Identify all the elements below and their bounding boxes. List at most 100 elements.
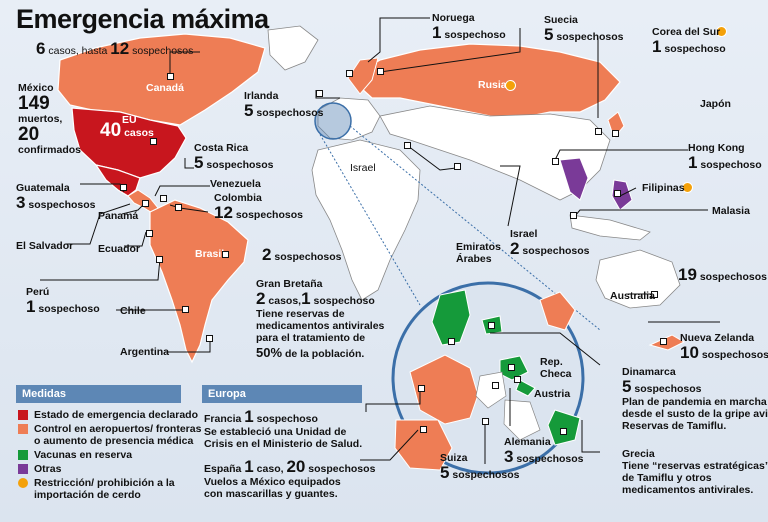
new-zealand-shape xyxy=(648,334,686,351)
legend-title: Medidas xyxy=(16,385,181,403)
malasia-label: Malasia xyxy=(712,205,750,217)
noruega-label: Noruega 1 sospechoso xyxy=(432,12,506,42)
marker-norway xyxy=(346,70,353,77)
panama-label: Panamá xyxy=(98,210,139,222)
hongkong-label: Hong Kong 1 sospechoso xyxy=(688,142,762,172)
europe-zoom-circle xyxy=(314,102,352,140)
marker-france xyxy=(418,385,425,392)
marker-venezuela xyxy=(160,195,167,202)
restriction-dot-russia xyxy=(505,80,516,91)
marker-australia xyxy=(651,291,658,298)
marker-emiratos xyxy=(454,163,461,170)
marker-newzealand xyxy=(660,338,667,345)
emiratos-label: Emiratos Árabes xyxy=(456,241,501,265)
marker-philippines xyxy=(614,190,621,197)
espana-block: España 1 caso, 20 sospechosos Vuelos a M… xyxy=(204,457,376,501)
irlanda-label: Irlanda 5 sospechosos xyxy=(244,90,324,120)
page-title: Emergencia máxima xyxy=(16,4,269,34)
canada-shape xyxy=(57,33,266,126)
suiza-label: Suiza 5 sospechosos xyxy=(440,452,520,482)
legend-swatch-other xyxy=(18,464,28,474)
eu-label: EU xyxy=(122,114,137,126)
indochina-shape xyxy=(559,157,589,201)
scandinavia-shape xyxy=(347,57,379,95)
marker-greece xyxy=(560,428,567,435)
marker-czech xyxy=(508,364,515,371)
asia-south-shape xyxy=(379,105,611,201)
legend-item-restriction-2: importación de cerdo xyxy=(34,489,141,501)
usa-shape xyxy=(71,107,187,179)
south-america-shape xyxy=(149,199,249,364)
legend-item-emergency: Estado de emergencia declarado xyxy=(34,409,198,421)
colombia-label: Colombia 12 sospechosos xyxy=(214,192,303,222)
legend-swatch-control xyxy=(18,424,28,434)
legend-swatch-restriction xyxy=(18,478,28,488)
mexico-shape xyxy=(94,164,141,197)
marker-colombia xyxy=(175,204,182,211)
legend-swatch-emergency xyxy=(18,410,28,420)
marker-austria xyxy=(514,376,521,383)
marker-argentina xyxy=(206,335,213,342)
africa-shape xyxy=(311,139,421,301)
marker-sweden xyxy=(377,68,384,75)
filipinas-label: Filipinas xyxy=(642,182,685,194)
nz-extra-count: 19 sospechosos xyxy=(678,265,767,284)
marker-denmark xyxy=(488,322,495,329)
marker-korea xyxy=(595,128,602,135)
corea-label: Corea del Sur 1 sospechoso xyxy=(652,26,726,56)
legend-item-other: Otras xyxy=(34,463,62,475)
guatemala-label: Guatemala 3 sospechosos xyxy=(16,182,96,212)
austria-label: Austria xyxy=(534,388,571,400)
canada-label: Canadá xyxy=(146,82,184,94)
brasil-label: Brasil xyxy=(195,248,225,260)
legend-swatch-vaccine xyxy=(18,450,28,460)
marker-ecuador xyxy=(146,230,153,237)
restriction-dot-korea xyxy=(716,26,727,37)
israel-label: Israel 2 sospechosos xyxy=(510,228,590,258)
marker-canada xyxy=(167,73,174,80)
marker-germany xyxy=(492,382,499,389)
venezuela-label: Venezuela xyxy=(210,178,261,190)
granbretana-label: Gran Bretaña 2 casos,1 sospechoso Tiene … xyxy=(256,278,385,360)
marker-malaysia xyxy=(570,212,577,219)
australia-label: Australia xyxy=(610,290,655,302)
marker-usa xyxy=(150,138,157,145)
repcheca-label: Rep. Checa xyxy=(540,356,572,380)
chile-label: Chile xyxy=(120,305,146,317)
russia-shape xyxy=(348,43,621,119)
indonesia-shape xyxy=(569,214,651,241)
legend-item-vaccine: Vacunas en reserva xyxy=(34,449,133,461)
francia-block: Francia 1 sospechoso Se estableció una U… xyxy=(204,407,363,451)
dinamarca-label: Dinamarca 5 sospechosos Plan de pandemia… xyxy=(622,366,768,432)
greenland-shape xyxy=(267,25,319,71)
australia-shape xyxy=(595,249,681,309)
marker-switzerland xyxy=(482,418,489,425)
suecia-label: Suecia 5 sospechosos xyxy=(544,14,624,44)
marker-britain xyxy=(448,338,455,345)
legend-item-restriction: Restricción/ prohibición a la xyxy=(34,477,175,489)
marker-hongkong xyxy=(552,158,559,165)
alemania-label: Alemania 3 sospechosos xyxy=(504,436,584,466)
marker-peru xyxy=(156,256,163,263)
grecia-label: Grecia Tiene “reservas estratégicas” de Ta… xyxy=(622,448,768,496)
rusia-label: Rusia xyxy=(478,79,507,91)
marker-costarica xyxy=(142,200,149,207)
mexico-label: México 149 muertos, 20 confirmados xyxy=(18,82,82,156)
peru-label: Perú 1 sospechoso xyxy=(26,286,100,316)
marker-spain xyxy=(420,426,427,433)
marker-japan xyxy=(612,130,619,137)
header-counts: 6 casos, hasta 12 sospechosos xyxy=(36,39,194,58)
europe-inset-land xyxy=(394,289,581,471)
costarica-label: Costa Rica 5 sospechosos xyxy=(194,142,274,172)
argentina-label: Argentina xyxy=(120,346,170,358)
restriction-dot-philippines xyxy=(682,182,693,193)
marker-israel xyxy=(404,142,411,149)
marker-guatemala xyxy=(120,184,127,191)
ecuador-label: Ecuador xyxy=(98,243,141,255)
japon-label: Japón xyxy=(700,98,731,110)
eu-cases: 40 casos xyxy=(100,120,154,141)
marker-chile xyxy=(182,306,189,313)
marker-brasil xyxy=(222,251,229,258)
marker-ireland xyxy=(316,90,323,97)
